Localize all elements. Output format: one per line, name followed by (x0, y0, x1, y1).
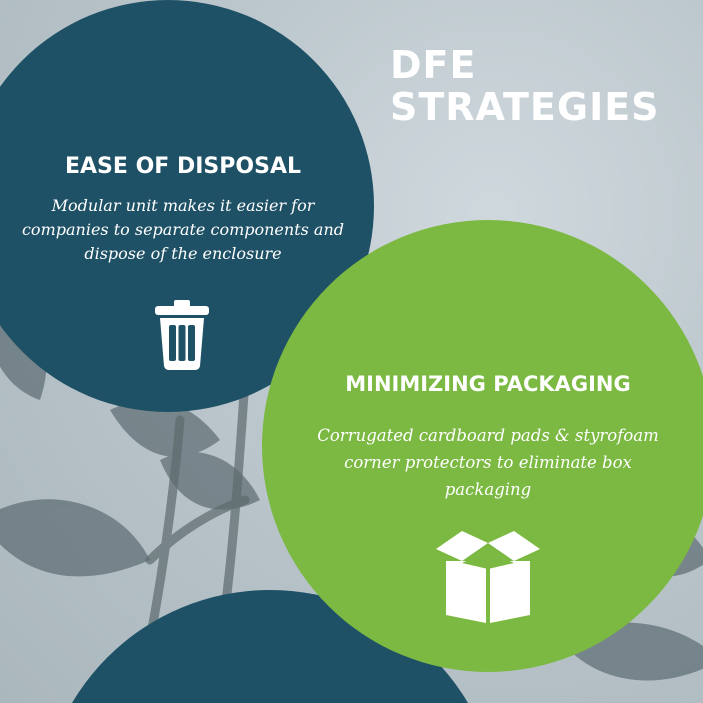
trash-can-icon (155, 300, 209, 370)
ease-of-disposal-description: Modular unit makes it easier for compani… (21, 196, 345, 263)
ease-of-disposal-heading: EASE OF DISPOSAL (65, 154, 301, 179)
title-line-2: STRATEGIES (390, 85, 660, 129)
minimizing-packaging-heading: MINIMIZING PACKAGING (345, 372, 631, 396)
open-box-icon (436, 531, 540, 623)
minimizing-packaging-description: Corrugated cardboard pads & styrofoam co… (317, 426, 659, 499)
title-line-1: DFE (390, 43, 477, 87)
page-title: DFE STRATEGIES (390, 44, 660, 128)
